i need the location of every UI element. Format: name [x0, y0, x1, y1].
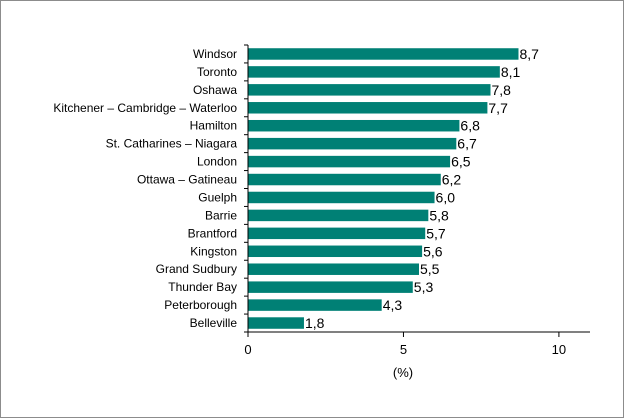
bar-8 — [248, 173, 441, 186]
bars-group — [248, 48, 519, 329]
bar-7 — [248, 155, 451, 168]
category-label: Kingston — [190, 244, 237, 258]
x-ticks-group: 0 5 10 — [244, 332, 566, 357]
value-label: 8,7 — [519, 46, 539, 62]
value-label: 5,6 — [423, 243, 443, 259]
x-tick-label: 0 — [244, 342, 251, 357]
category-label: Hamilton — [190, 119, 237, 133]
category-label: Barrie — [205, 208, 237, 222]
value-label: 8,1 — [501, 64, 521, 80]
category-label: Peterborough — [164, 298, 237, 312]
x-tick-label: 10 — [552, 342, 566, 357]
category-label: Ottawa – Gatineau — [137, 173, 237, 187]
bar-4 — [248, 102, 488, 114]
bar-9 — [248, 191, 435, 204]
category-label: Kitchener – Cambridge – Waterloo — [53, 101, 237, 115]
category-label: St. Catharines – Niagara — [106, 137, 238, 151]
value-label: 4,3 — [383, 297, 403, 313]
category-label: Belleville — [190, 316, 238, 330]
value-label: 6,8 — [460, 118, 480, 134]
bar-16 — [248, 317, 304, 329]
value-label: 6,7 — [457, 136, 477, 152]
category-label: Brantford — [188, 226, 237, 240]
bar-10 — [248, 209, 429, 222]
value-label: 5,8 — [429, 207, 449, 223]
value-label: 7,8 — [492, 82, 512, 98]
bar-6 — [248, 137, 457, 150]
value-label: 1,8 — [305, 315, 325, 331]
value-label: 5,3 — [414, 279, 434, 295]
value-label: 6,5 — [451, 154, 471, 170]
category-label: Grand Sudbury — [156, 262, 237, 276]
category-label: Guelph — [198, 190, 237, 204]
bar-15 — [248, 299, 382, 311]
bar-13 — [248, 263, 419, 275]
bar-11 — [248, 227, 426, 240]
category-label: Toronto — [197, 65, 237, 79]
bar-2 — [248, 66, 500, 78]
category-label: Thunder Bay — [168, 280, 237, 294]
category-label: Oshawa — [193, 83, 237, 97]
value-label: 6,0 — [436, 189, 456, 205]
category-label: London — [197, 155, 237, 169]
x-axis-title: (%) — [393, 365, 413, 380]
bar-3 — [248, 84, 491, 96]
bar-14 — [248, 281, 413, 293]
value-label: 5,7 — [426, 225, 446, 241]
axes-group — [244, 44, 590, 333]
x-tick-label: 5 — [400, 342, 407, 357]
category-labels-group: Windsor Toronto Oshawa Kitchener – Cambridg… — [53, 47, 237, 330]
value-label: 5,5 — [420, 261, 440, 277]
bar-5 — [248, 119, 460, 132]
value-labels-group: 8,7 8,1 7,8 7,7 6,8 6,7 6,5 6,26,0 5,8 5,7 5,6 5,5 5… — [305, 46, 539, 331]
value-label: 7,7 — [488, 100, 508, 116]
value-label: 6,2 — [442, 172, 462, 188]
category-label: Windsor — [193, 47, 237, 61]
bar-12 — [248, 245, 423, 258]
bar-1 — [248, 48, 519, 60]
